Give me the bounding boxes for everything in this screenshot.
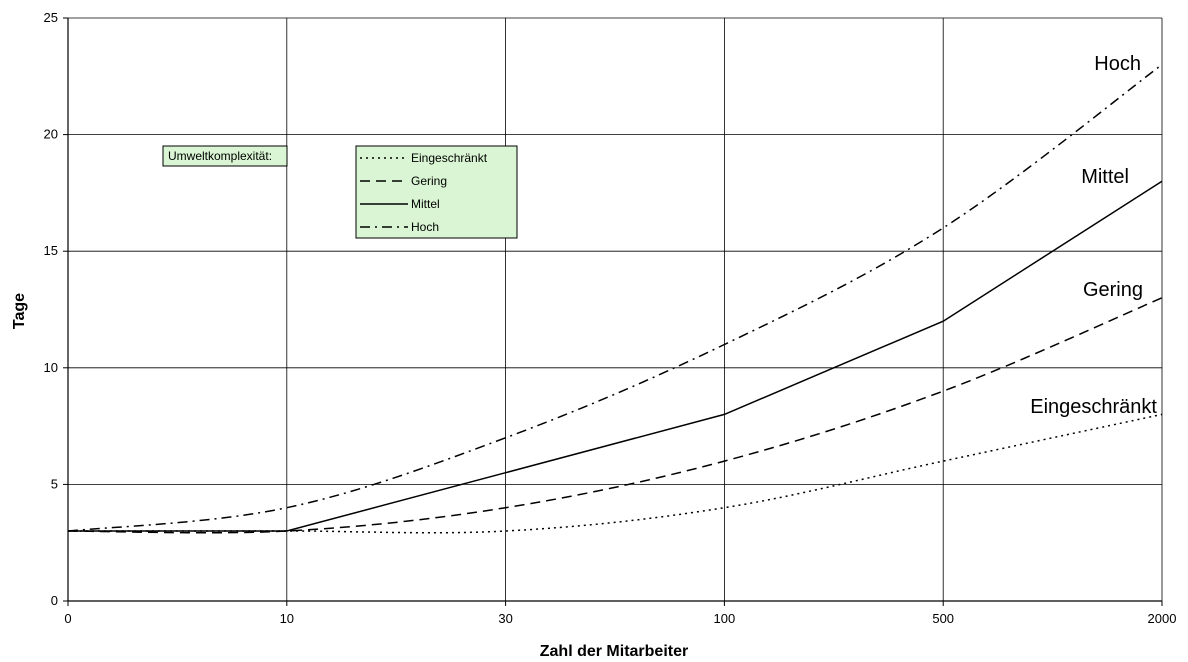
series-line-gering xyxy=(67,297,1163,534)
legend-title-box: Umweltkomplexität: xyxy=(162,145,288,167)
x-tick-label: 100 xyxy=(714,611,736,626)
y-tick-label: 0 xyxy=(51,593,58,608)
legend-label: Mittel xyxy=(411,197,440,211)
legend-title-bg xyxy=(162,145,288,167)
end-label: Mittel xyxy=(1081,166,1129,188)
axes xyxy=(63,17,1163,606)
x-tick-labels: 0 10 30 100 500 2000 xyxy=(64,611,1176,626)
end-label: Hoch xyxy=(1094,53,1141,75)
series-lines xyxy=(67,63,1163,534)
y-tick-label: 20 xyxy=(44,127,58,142)
gridlines xyxy=(68,17,1163,601)
y-tick-label: 25 xyxy=(44,10,58,25)
legend-bg xyxy=(355,145,518,239)
end-labels: Hoch Mittel Gering Eingeschränkt xyxy=(1030,53,1157,418)
y-axis-title: Tage xyxy=(11,293,28,329)
x-tick-label: 10 xyxy=(280,611,294,626)
series-line-mittel xyxy=(68,180,1163,532)
legend-label: Hoch xyxy=(411,220,439,234)
series-line-eingeschränkt xyxy=(67,413,1163,534)
x-tick-label: 0 xyxy=(64,611,71,626)
y-tick-labels: 0 5 10 15 20 25 xyxy=(44,10,58,608)
x-tick-label: 500 xyxy=(932,611,954,626)
x-tick-label: 30 xyxy=(498,611,512,626)
legend-label: Eingeschränkt xyxy=(411,151,488,165)
x-tick-label: 2000 xyxy=(1148,611,1177,626)
y-tick-label: 10 xyxy=(44,360,58,375)
end-label: Gering xyxy=(1083,279,1143,301)
y-tick-label: 15 xyxy=(44,243,58,258)
y-tick-label: 5 xyxy=(51,476,58,491)
legend-label: Gering xyxy=(411,174,447,188)
x-axis-title: Zahl der Mitarbeiter xyxy=(540,643,688,660)
legend-title: Umweltkomplexität: xyxy=(168,149,272,163)
series-line-hoch xyxy=(67,63,1163,532)
end-label: Eingeschränkt xyxy=(1030,396,1157,418)
legend: Eingeschränkt Gering Mittel Hoch xyxy=(355,145,518,239)
